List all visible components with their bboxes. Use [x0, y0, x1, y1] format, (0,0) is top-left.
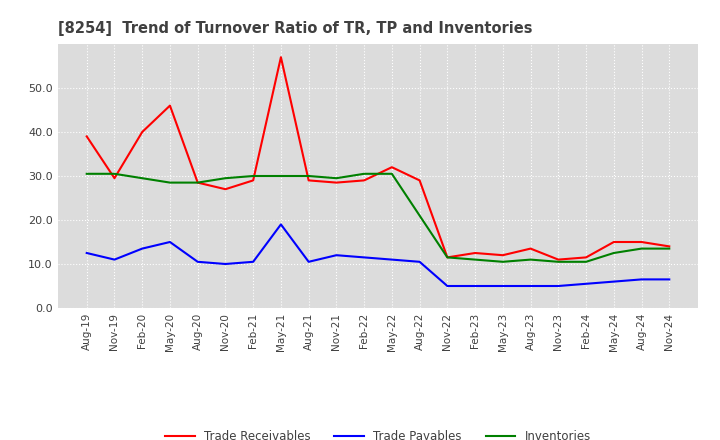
Trade Receivables — [276, 55, 285, 60]
Trade Receivables — [582, 255, 590, 260]
Trade Payables — [498, 283, 507, 289]
Trade Payables — [526, 283, 535, 289]
Trade Payables — [138, 246, 147, 251]
Trade Receivables — [138, 129, 147, 135]
Inventories — [221, 176, 230, 181]
Inventories — [138, 176, 147, 181]
Inventories — [110, 171, 119, 176]
Line: Inventories: Inventories — [86, 174, 670, 262]
Trade Receivables — [332, 180, 341, 185]
Trade Payables — [305, 259, 313, 264]
Trade Payables — [554, 283, 562, 289]
Inventories — [166, 180, 174, 185]
Trade Payables — [82, 250, 91, 256]
Inventories — [665, 246, 674, 251]
Trade Payables — [443, 283, 451, 289]
Trade Receivables — [554, 257, 562, 262]
Inventories — [82, 171, 91, 176]
Legend: Trade Receivables, Trade Payables, Inventories: Trade Receivables, Trade Payables, Inven… — [161, 425, 595, 440]
Inventories — [471, 257, 480, 262]
Inventories — [276, 173, 285, 179]
Trade Receivables — [498, 253, 507, 258]
Trade Payables — [249, 259, 258, 264]
Inventories — [305, 173, 313, 179]
Inventories — [609, 250, 618, 256]
Trade Payables — [332, 253, 341, 258]
Line: Trade Payables: Trade Payables — [86, 224, 670, 286]
Trade Payables — [637, 277, 646, 282]
Inventories — [332, 176, 341, 181]
Inventories — [249, 173, 258, 179]
Trade Payables — [166, 239, 174, 245]
Inventories — [194, 180, 202, 185]
Trade Receivables — [194, 180, 202, 185]
Line: Trade Receivables: Trade Receivables — [86, 57, 670, 260]
Trade Receivables — [609, 239, 618, 245]
Trade Payables — [110, 257, 119, 262]
Trade Payables — [221, 261, 230, 267]
Trade Receivables — [471, 250, 480, 256]
Trade Payables — [194, 259, 202, 264]
Inventories — [360, 171, 369, 176]
Trade Payables — [609, 279, 618, 284]
Trade Receivables — [443, 255, 451, 260]
Inventories — [554, 259, 562, 264]
Trade Receivables — [110, 176, 119, 181]
Trade Receivables — [360, 178, 369, 183]
Trade Receivables — [665, 244, 674, 249]
Inventories — [498, 259, 507, 264]
Trade Receivables — [82, 134, 91, 139]
Inventories — [526, 257, 535, 262]
Trade Receivables — [166, 103, 174, 108]
Trade Payables — [360, 255, 369, 260]
Inventories — [582, 259, 590, 264]
Inventories — [637, 246, 646, 251]
Trade Receivables — [249, 178, 258, 183]
Trade Payables — [582, 281, 590, 286]
Trade Payables — [415, 259, 424, 264]
Trade Receivables — [526, 246, 535, 251]
Trade Payables — [471, 283, 480, 289]
Trade Payables — [387, 257, 396, 262]
Trade Receivables — [221, 187, 230, 192]
Text: [8254]  Trend of Turnover Ratio of TR, TP and Inventories: [8254] Trend of Turnover Ratio of TR, TP… — [58, 21, 532, 36]
Trade Receivables — [637, 239, 646, 245]
Trade Payables — [665, 277, 674, 282]
Trade Receivables — [305, 178, 313, 183]
Trade Receivables — [387, 165, 396, 170]
Inventories — [387, 171, 396, 176]
Trade Receivables — [415, 178, 424, 183]
Inventories — [443, 255, 451, 260]
Inventories — [415, 213, 424, 218]
Trade Payables — [276, 222, 285, 227]
